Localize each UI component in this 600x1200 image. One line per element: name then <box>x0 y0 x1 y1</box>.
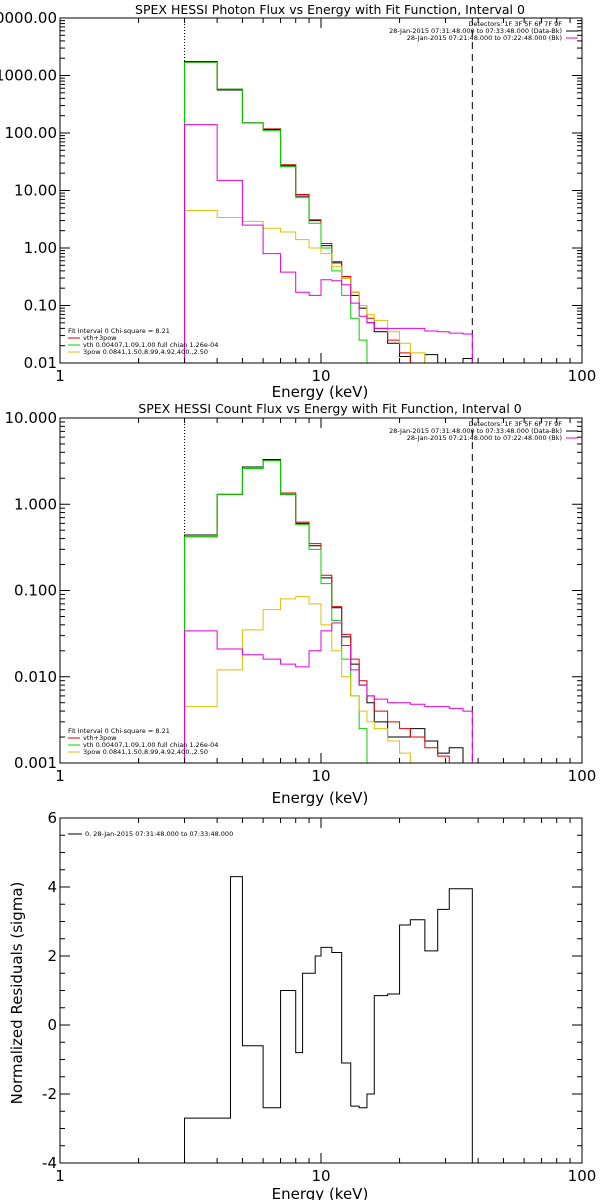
y-tick-label: -4 <box>42 1154 57 1172</box>
photon-flux-panel: SPEX HESSI Photon Flux vs Energy with Fi… <box>0 2 596 401</box>
x-tick-label: 10 <box>311 1167 330 1185</box>
series-4-histogram <box>184 124 473 363</box>
y-tick-label: 2 <box>47 947 57 965</box>
legend-top-right-text: 28-Jan-2015 07:31:48.000 to 07:33:48.000… <box>389 27 562 35</box>
y-tick-label: 0 <box>47 1016 57 1034</box>
legend-bottom-left-text: 3pow 0.0841,1.50,8.99,4.92,400.,2.50 <box>83 748 208 756</box>
legend-top-right-text: 28-Jan-2015 07:31:48.000 to 07:33:48.000… <box>389 427 562 435</box>
residuals-panel: 1 10 100 -4 -2 0 2 4 6 0. 28-Jan-2015 07:31:48.00… <box>8 809 596 1200</box>
y-tick-label: 10.00 <box>14 182 57 200</box>
photon-panel-title: SPEX HESSI Photon Flux vs Energy with Fi… <box>135 2 525 17</box>
y-tick-label: -2 <box>42 1085 57 1103</box>
series-4-histogram <box>184 622 473 763</box>
residuals-x-axis-label: Energy (keV) <box>272 1185 369 1200</box>
y-tick-label: 6 <box>47 809 57 827</box>
series-0-histogram <box>184 876 473 1163</box>
y-tick-label: 1.00 <box>24 239 57 257</box>
legend-bottom-left-text: vth 0.00407,1.09,1.00 full chian 1.26e-0… <box>83 741 218 749</box>
y-tick-label: 1.000 <box>14 495 57 513</box>
y-tick-label: 4 <box>47 878 57 896</box>
count-x-axis-label: Energy (keV) <box>272 789 369 807</box>
legend-bottom-left-text: vth 0.00407,1.09,1.00 full chian 1.26e-0… <box>83 341 218 349</box>
y-tick-label: 10000.00 <box>0 9 57 27</box>
legend-bottom-left-text: vth+3pow <box>83 734 117 742</box>
count-flux-panel: SPEX HESSI Count Flux vs Energy with Fit… <box>5 401 597 807</box>
y-tick-label: 0.001 <box>14 754 57 772</box>
legend-top-right-text: Detectors: 1F 3F 5F 6F 7F 9F <box>468 20 562 28</box>
legend-top-right-text: 28-Jan-2015 07:21:48.000 to 07:22:48.000… <box>407 434 562 442</box>
legend-bottom-left-header: Fit Interval 0 Chi-square = 8.21 <box>68 327 170 335</box>
y-tick-label: 100.00 <box>5 124 58 142</box>
y-tick-label: 0.100 <box>14 582 57 600</box>
series-3-histogram <box>184 596 473 763</box>
legend-top-right-text: Detectors: 1F 3F 5F 6F 7F 9F <box>468 420 562 428</box>
x-tick-label: 100 <box>568 1167 597 1185</box>
y-tick-label: 1000.00 <box>0 67 57 85</box>
x-tick-label: 100 <box>568 367 597 385</box>
legend-top-right-text: 28-Jan-2015 07:21:48.000 to 07:22:48.000… <box>407 34 562 42</box>
x-tick-label: 1 <box>55 367 65 385</box>
x-tick-label: 10 <box>311 367 330 385</box>
x-tick-label: 10 <box>311 767 330 785</box>
y-tick-label: 0.010 <box>14 668 57 686</box>
y-tick-label: 10.000 <box>5 409 58 427</box>
residuals-plot-area: 1 10 100 -4 -2 0 2 4 6 0. 28-Jan-2015 07:31:48.00… <box>42 809 596 1185</box>
series-2-histogram <box>184 460 473 763</box>
legend-bottom-left-header: Fit Interval 0 Chi-square = 8.21 <box>68 727 170 735</box>
legend-bottom-left-text: vth+3pow <box>83 334 117 342</box>
y-tick-label: 0.01 <box>24 354 57 372</box>
photon-plot-area: 1 10 100 0.01 0.10 1.00 10.00 100.00 1000.00 1000… <box>0 9 596 385</box>
count-plot-area: 1 10 100 0.001 0.010 0.100 1.000 10.000 Detector… <box>5 409 597 785</box>
legend-bottom-left-text: 3pow 0.0841,1.50,8.99,4.92,400.,2.50 <box>83 348 208 356</box>
series-2-histogram <box>184 61 473 363</box>
legend-text: 0. 28-Jan-2015 07:31:48.000 to 07:33:48.… <box>85 830 233 838</box>
x-tick-label: 100 <box>568 767 597 785</box>
x-tick-label: 1 <box>55 1167 65 1185</box>
count-panel-title: SPEX HESSI Count Flux vs Energy with Fit… <box>138 401 521 416</box>
x-tick-label: 1 <box>55 767 65 785</box>
photon-x-axis-label: Energy (keV) <box>272 383 369 401</box>
residuals-y-axis-label: Normalized Residuals (sigma) <box>8 882 26 1105</box>
y-tick-label: 0.10 <box>24 297 57 315</box>
